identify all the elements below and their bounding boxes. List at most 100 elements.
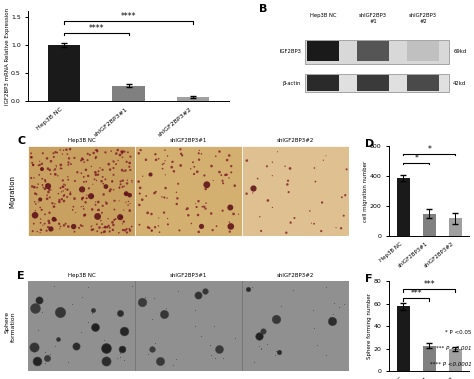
Point — [250, 359, 258, 365]
Point — [109, 179, 116, 185]
Point — [136, 191, 144, 197]
Point — [66, 146, 74, 152]
Point — [85, 185, 93, 191]
Point — [78, 223, 85, 229]
Point — [148, 346, 156, 352]
Bar — [448, 349, 462, 371]
Point — [82, 179, 90, 185]
Point — [126, 226, 133, 232]
Point — [35, 181, 42, 187]
Point — [330, 311, 337, 317]
Point — [173, 195, 181, 201]
Point — [249, 185, 256, 191]
Point — [78, 195, 86, 201]
Point — [135, 179, 142, 185]
Point — [211, 355, 219, 361]
Point — [58, 189, 65, 195]
Point — [36, 230, 44, 236]
Point — [121, 227, 129, 233]
Point — [118, 221, 126, 227]
Point — [190, 171, 198, 177]
Point — [284, 178, 292, 184]
Point — [80, 206, 88, 212]
Point — [161, 147, 169, 153]
Bar — [397, 306, 410, 371]
Point — [264, 197, 272, 204]
Point — [159, 161, 166, 168]
Point — [78, 186, 86, 193]
Point — [59, 151, 66, 157]
Point — [41, 186, 49, 192]
Point — [183, 205, 191, 211]
Point — [103, 200, 110, 207]
Point — [93, 228, 101, 234]
Point — [177, 163, 184, 169]
Point — [120, 219, 128, 225]
Point — [287, 219, 294, 226]
Point — [210, 178, 217, 184]
Point — [84, 284, 91, 290]
Point — [36, 158, 44, 164]
Point — [50, 215, 57, 221]
Bar — [242, 146, 349, 236]
Point — [44, 183, 52, 189]
Point — [120, 328, 128, 334]
Point — [148, 228, 155, 234]
Point — [147, 172, 155, 178]
Point — [291, 215, 298, 221]
Point — [86, 152, 93, 158]
Point — [54, 150, 61, 156]
Point — [64, 177, 72, 183]
Point — [144, 351, 151, 357]
Point — [72, 210, 80, 216]
Point — [68, 301, 76, 307]
Point — [208, 163, 215, 169]
Bar — [407, 75, 439, 91]
Point — [319, 199, 326, 205]
Point — [55, 221, 63, 227]
Point — [272, 315, 280, 321]
Point — [92, 202, 100, 208]
Point — [116, 184, 123, 190]
Point — [109, 227, 117, 233]
Point — [163, 195, 171, 201]
Point — [89, 207, 96, 213]
Point — [96, 224, 103, 230]
Point — [57, 224, 64, 230]
Point — [115, 198, 123, 204]
Point — [34, 229, 41, 235]
Point — [56, 309, 64, 315]
Bar — [307, 75, 339, 91]
Point — [45, 218, 53, 224]
Point — [174, 181, 182, 187]
Point — [91, 324, 99, 330]
Point — [93, 147, 100, 153]
Point — [112, 216, 119, 222]
Point — [227, 223, 235, 229]
Point — [57, 162, 64, 168]
Point — [94, 213, 101, 219]
Point — [36, 297, 43, 303]
Point — [54, 173, 62, 179]
Point — [29, 162, 37, 168]
Point — [128, 224, 136, 230]
Point — [39, 222, 46, 228]
Point — [32, 208, 39, 214]
Point — [82, 167, 90, 173]
Point — [36, 162, 44, 168]
Point — [275, 349, 283, 355]
Point — [118, 149, 126, 155]
Point — [98, 210, 106, 216]
Point — [219, 180, 227, 186]
Point — [120, 357, 128, 363]
Point — [257, 345, 265, 351]
Text: ***: *** — [423, 280, 435, 289]
Point — [281, 163, 289, 169]
Point — [88, 223, 96, 229]
Text: D: D — [365, 139, 374, 149]
Point — [210, 323, 218, 329]
Text: *** P <0.001: *** P <0.001 — [436, 346, 472, 351]
Text: F: F — [365, 274, 373, 284]
Point — [71, 229, 78, 235]
Point — [80, 204, 87, 210]
